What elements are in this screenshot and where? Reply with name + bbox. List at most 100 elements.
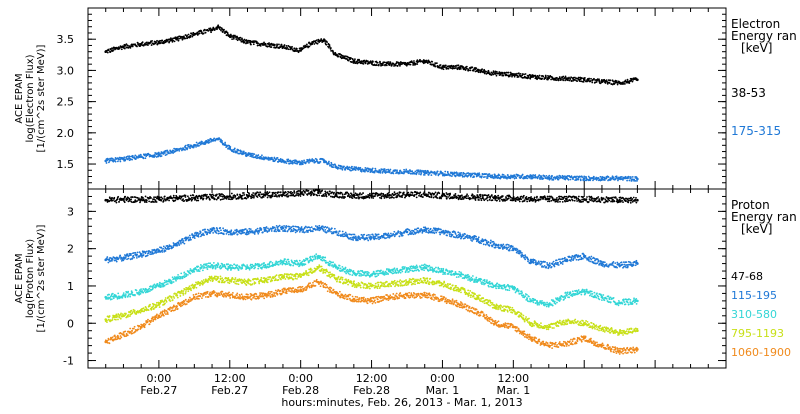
trace-point bbox=[190, 239, 192, 241]
data-point bbox=[477, 238, 480, 241]
trace-point bbox=[380, 197, 382, 199]
trace-point bbox=[418, 195, 420, 197]
trace-point bbox=[549, 198, 551, 200]
trace-point bbox=[296, 48, 298, 50]
trace-point bbox=[449, 233, 451, 235]
trace-point bbox=[248, 193, 250, 195]
trace-point bbox=[577, 179, 579, 181]
trace-point bbox=[367, 240, 369, 242]
trace-point bbox=[528, 77, 530, 79]
trace-point bbox=[137, 251, 139, 253]
trace-point bbox=[632, 176, 634, 178]
trace-point bbox=[583, 81, 585, 83]
trace-point bbox=[274, 192, 276, 194]
trace-point bbox=[214, 198, 216, 200]
trace-point bbox=[602, 198, 604, 200]
trace-point bbox=[162, 198, 164, 200]
trace-point bbox=[287, 159, 289, 161]
trace-point bbox=[350, 237, 352, 239]
trace-point bbox=[316, 39, 318, 41]
trace-point bbox=[315, 225, 317, 227]
trace-point bbox=[634, 199, 636, 201]
trace-point bbox=[558, 80, 560, 82]
trace-point bbox=[354, 60, 356, 62]
trace-point bbox=[578, 77, 580, 79]
trace-point bbox=[268, 42, 270, 44]
trace-point bbox=[464, 233, 466, 235]
trace-point bbox=[436, 170, 438, 172]
trace-point bbox=[488, 194, 490, 196]
trace-point bbox=[516, 73, 518, 75]
trace-point bbox=[229, 146, 231, 148]
trace-point bbox=[581, 199, 583, 201]
trace-point bbox=[111, 47, 113, 49]
trace-point bbox=[325, 192, 327, 194]
trace-point bbox=[174, 40, 176, 42]
trace-point bbox=[343, 166, 345, 168]
trace-point bbox=[424, 174, 426, 176]
trace-point bbox=[374, 168, 376, 170]
trace-point bbox=[234, 148, 236, 150]
trace-point bbox=[214, 29, 216, 31]
data-point bbox=[193, 234, 196, 237]
trace-point bbox=[526, 196, 528, 198]
trace-point bbox=[223, 29, 225, 31]
trace-point bbox=[127, 198, 129, 200]
trace-point bbox=[302, 163, 304, 165]
trace-point bbox=[116, 202, 118, 204]
trace-point bbox=[317, 43, 319, 45]
trace-point bbox=[154, 154, 156, 156]
trace-point bbox=[267, 46, 269, 48]
trace-point bbox=[435, 232, 437, 234]
trace-point bbox=[178, 244, 180, 246]
trace-point bbox=[377, 62, 379, 64]
trace-point bbox=[393, 173, 395, 175]
trace-point bbox=[466, 193, 468, 195]
trace-point bbox=[480, 242, 482, 244]
trace-point bbox=[439, 66, 441, 68]
trace-point bbox=[161, 40, 163, 42]
trace-point bbox=[549, 200, 551, 202]
trace-point bbox=[344, 196, 346, 198]
trace-point bbox=[478, 199, 480, 201]
trace-point bbox=[286, 45, 288, 47]
trace-point bbox=[257, 42, 259, 44]
trace-point bbox=[610, 79, 612, 81]
trace-point bbox=[556, 197, 558, 199]
trace-point bbox=[472, 238, 474, 240]
trace-point bbox=[177, 39, 179, 41]
trace-point bbox=[245, 228, 247, 230]
trace-point bbox=[470, 69, 472, 71]
trace-point bbox=[206, 232, 208, 234]
trace-point bbox=[568, 179, 570, 181]
trace-point bbox=[293, 225, 295, 227]
trace-point bbox=[131, 257, 133, 259]
trace-point bbox=[261, 154, 263, 156]
trace-point bbox=[630, 202, 632, 204]
trace-point bbox=[366, 238, 368, 240]
trace-point bbox=[195, 144, 197, 146]
trace-point bbox=[153, 196, 155, 198]
trace-point bbox=[359, 238, 361, 240]
trace-point bbox=[254, 233, 256, 235]
trace-point bbox=[191, 197, 193, 199]
trace-point bbox=[259, 195, 261, 197]
trace-point bbox=[255, 229, 257, 231]
trace-point bbox=[431, 61, 433, 63]
trace-point bbox=[274, 227, 276, 229]
trace-point bbox=[591, 82, 593, 84]
trace-point bbox=[369, 234, 371, 236]
trace-point bbox=[627, 79, 629, 81]
trace-point bbox=[174, 199, 176, 201]
trace-point bbox=[542, 177, 544, 179]
trace-point bbox=[127, 47, 129, 49]
trace-point bbox=[342, 193, 344, 195]
trace-point bbox=[470, 198, 472, 200]
trace-point bbox=[499, 200, 501, 202]
trace-point bbox=[455, 193, 457, 195]
trace-point bbox=[451, 175, 453, 177]
trace-point bbox=[155, 252, 157, 254]
